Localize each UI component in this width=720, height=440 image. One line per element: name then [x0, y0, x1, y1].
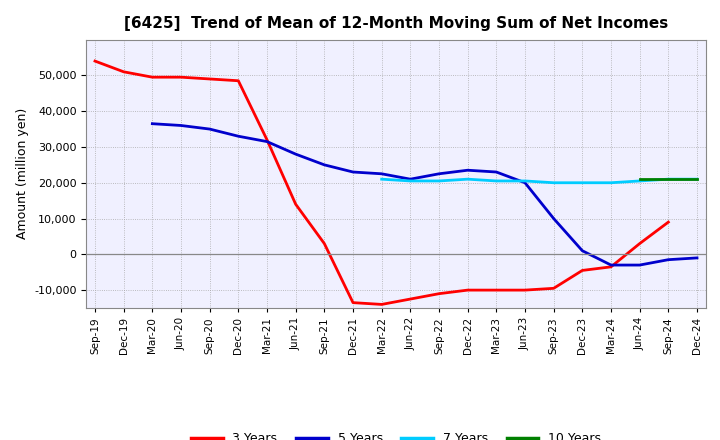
5 Years [148, 121, 157, 126]
3 Years [607, 264, 616, 269]
7 Years [492, 178, 500, 183]
5 Years [693, 255, 701, 260]
3 Years [320, 241, 328, 246]
3 Years [664, 220, 672, 225]
5 Years [521, 180, 529, 185]
5 Years [578, 248, 587, 253]
3 Years [120, 69, 128, 74]
5 Years [492, 169, 500, 175]
3 Years [521, 287, 529, 293]
7 Years [607, 180, 616, 185]
5 Years [635, 262, 644, 268]
7 Years [664, 176, 672, 182]
10 Years [693, 176, 701, 182]
5 Years [320, 162, 328, 168]
5 Years [176, 123, 185, 128]
5 Years [464, 168, 472, 173]
Line: 3 Years: 3 Years [95, 61, 668, 304]
5 Years [263, 139, 271, 144]
5 Years [435, 171, 444, 176]
3 Years [435, 291, 444, 296]
3 Years [176, 74, 185, 80]
7 Years [549, 180, 558, 185]
5 Years [234, 134, 243, 139]
3 Years [377, 302, 386, 307]
5 Years [549, 216, 558, 221]
5 Years [205, 126, 214, 132]
7 Years [377, 176, 386, 182]
Title: [6425]  Trend of Mean of 12-Month Moving Sum of Net Incomes: [6425] Trend of Mean of 12-Month Moving … [124, 16, 668, 32]
3 Years [148, 74, 157, 80]
Legend: 3 Years, 5 Years, 7 Years, 10 Years: 3 Years, 5 Years, 7 Years, 10 Years [186, 427, 606, 440]
7 Years [406, 178, 415, 183]
3 Years [406, 297, 415, 302]
Line: 7 Years: 7 Years [382, 179, 697, 183]
3 Years [205, 76, 214, 81]
10 Years [635, 176, 644, 182]
7 Years [464, 176, 472, 182]
7 Years [693, 176, 701, 182]
3 Years [549, 286, 558, 291]
5 Years [348, 169, 357, 175]
3 Years [635, 241, 644, 246]
3 Years [578, 268, 587, 273]
7 Years [435, 178, 444, 183]
5 Years [292, 151, 300, 157]
10 Years [664, 176, 672, 182]
Line: 5 Years: 5 Years [153, 124, 697, 265]
3 Years [348, 300, 357, 305]
7 Years [635, 178, 644, 183]
3 Years [263, 137, 271, 143]
7 Years [521, 178, 529, 183]
3 Years [464, 287, 472, 293]
3 Years [91, 59, 99, 64]
Y-axis label: Amount (million yen): Amount (million yen) [16, 108, 29, 239]
3 Years [492, 287, 500, 293]
5 Years [406, 176, 415, 182]
5 Years [607, 262, 616, 268]
3 Years [234, 78, 243, 84]
5 Years [377, 171, 386, 176]
5 Years [664, 257, 672, 262]
3 Years [292, 202, 300, 207]
7 Years [578, 180, 587, 185]
